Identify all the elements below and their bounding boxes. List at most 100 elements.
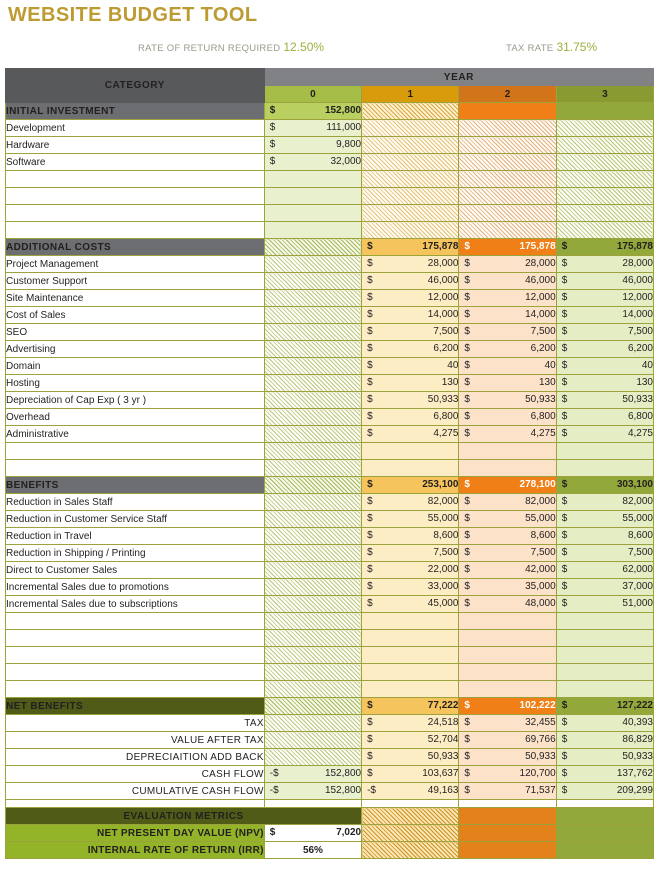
money-cell[interactable]: $46,000 (361, 272, 460, 290)
money-cell[interactable]: $55,000 (361, 510, 460, 528)
money-cell[interactable]: $7,500 (458, 544, 557, 562)
money-cell[interactable]: $7,500 (361, 323, 460, 341)
cell-empty[interactable] (555, 459, 655, 477)
cell-empty[interactable] (555, 629, 655, 647)
money-cell[interactable]: $50,933 (458, 391, 557, 409)
cell-empty[interactable] (458, 680, 557, 698)
cell-empty[interactable] (5, 221, 265, 239)
cell-empty[interactable] (5, 612, 265, 630)
cell-empty[interactable] (458, 459, 557, 477)
rate-of-return-value[interactable]: 12.50% (283, 40, 325, 54)
cell-empty[interactable] (458, 442, 557, 460)
header-year-0[interactable]: 0 (263, 85, 363, 103)
money-cell[interactable]: $40 (555, 357, 655, 375)
money-cell[interactable]: $48,000 (458, 595, 557, 613)
money-cell[interactable]: $28,000 (361, 255, 460, 273)
money-cell[interactable]: $82,000 (458, 493, 557, 511)
money-cell[interactable]: $62,000 (555, 561, 655, 579)
cell-empty[interactable] (458, 629, 557, 647)
cell-empty[interactable] (263, 204, 363, 222)
money-cell[interactable]: -$ 152,800 (263, 782, 363, 800)
money-cell[interactable]: $12,000 (555, 289, 655, 307)
money-cell[interactable]: $127,222 (555, 697, 655, 715)
money-cell[interactable]: $50,933 (555, 748, 655, 766)
money-cell[interactable]: $6,200 (458, 340, 557, 358)
cell-empty[interactable] (263, 221, 363, 239)
cell-empty[interactable] (458, 646, 557, 664)
money-cell[interactable]: $6,200 (555, 340, 655, 358)
cell-empty[interactable] (361, 663, 460, 681)
money-cell[interactable]: $4,275 (555, 425, 655, 443)
cell-empty[interactable] (555, 646, 655, 664)
money-cell[interactable]: $55,000 (458, 510, 557, 528)
money-cell[interactable]: $130 (361, 374, 460, 392)
money-cell[interactable]: $103,637 (361, 765, 460, 783)
money-cell[interactable]: $77,222 (361, 697, 460, 715)
money-cell[interactable]: $278,100 (458, 476, 557, 494)
money-cell[interactable]: $55,000 (555, 510, 655, 528)
money-cell[interactable]: $111,000 (263, 119, 363, 137)
money-cell[interactable]: $82,000 (555, 493, 655, 511)
money-cell[interactable]: -$ 49,163 (361, 782, 460, 800)
cell-empty[interactable] (555, 442, 655, 460)
money-cell[interactable]: $82,000 (361, 493, 460, 511)
money-cell[interactable]: $175,878 (555, 238, 655, 256)
cell-empty[interactable] (5, 663, 265, 681)
cell-empty[interactable] (5, 629, 265, 647)
money-cell[interactable]: $152,800 (263, 102, 363, 120)
cell-empty[interactable] (361, 442, 460, 460)
money-cell[interactable]: $253,100 (361, 476, 460, 494)
money-cell[interactable]: $32,000 (263, 153, 363, 171)
money-cell[interactable]: $46,000 (458, 272, 557, 290)
money-cell[interactable]: $6,800 (361, 408, 460, 426)
money-cell[interactable]: $9,800 (263, 136, 363, 154)
money-cell[interactable]: $28,000 (555, 255, 655, 273)
cell-empty[interactable] (361, 612, 460, 630)
cell-empty[interactable] (5, 187, 265, 205)
cell-empty[interactable] (555, 663, 655, 681)
cell-empty[interactable] (555, 680, 655, 698)
money-cell[interactable]: $50,933 (555, 391, 655, 409)
tax-rate-value[interactable]: 31.75% (556, 40, 598, 54)
money-cell[interactable]: $130 (555, 374, 655, 392)
money-cell[interactable]: $7,500 (361, 544, 460, 562)
cell-empty[interactable] (361, 459, 460, 477)
cell-empty[interactable] (263, 170, 363, 188)
money-cell[interactable]: $14,000 (361, 306, 460, 324)
money-cell[interactable]: $42,000 (458, 561, 557, 579)
cell-empty[interactable] (5, 170, 265, 188)
money-cell[interactable]: $7,500 (555, 544, 655, 562)
money-cell[interactable]: $71,537 (458, 782, 557, 800)
metric-value-npv[interactable]: $7,020 (263, 824, 363, 842)
cell-empty[interactable] (5, 442, 265, 460)
cell-empty[interactable] (5, 459, 265, 477)
header-year-1[interactable]: 1 (361, 85, 460, 103)
cell-empty[interactable] (361, 680, 460, 698)
money-cell[interactable]: $12,000 (458, 289, 557, 307)
money-cell[interactable]: $6,800 (555, 408, 655, 426)
header-year-2[interactable]: 2 (458, 85, 557, 103)
money-cell[interactable]: $40 (458, 357, 557, 375)
metric-value-irr[interactable]: 56% (263, 841, 363, 859)
cell-empty[interactable] (458, 663, 557, 681)
money-cell[interactable]: $86,829 (555, 731, 655, 749)
money-cell[interactable]: $50,933 (361, 748, 460, 766)
header-year-3[interactable]: 3 (555, 85, 655, 103)
cell-empty[interactable] (458, 612, 557, 630)
cell-empty[interactable] (555, 612, 655, 630)
cell-empty[interactable] (361, 629, 460, 647)
money-cell[interactable]: $24,518 (361, 714, 460, 732)
money-cell[interactable]: $120,700 (458, 765, 557, 783)
money-cell[interactable]: $33,000 (361, 578, 460, 596)
money-cell[interactable]: $175,878 (458, 238, 557, 256)
money-cell[interactable]: $22,000 (361, 561, 460, 579)
money-cell[interactable]: $175,878 (361, 238, 460, 256)
money-cell[interactable]: $37,000 (555, 578, 655, 596)
money-cell[interactable]: $4,275 (361, 425, 460, 443)
money-cell[interactable]: $52,704 (361, 731, 460, 749)
cell-empty[interactable] (5, 680, 265, 698)
money-cell[interactable]: $40,393 (555, 714, 655, 732)
money-cell[interactable]: $35,000 (458, 578, 557, 596)
money-cell[interactable]: $14,000 (555, 306, 655, 324)
money-cell[interactable]: $209,299 (555, 782, 655, 800)
